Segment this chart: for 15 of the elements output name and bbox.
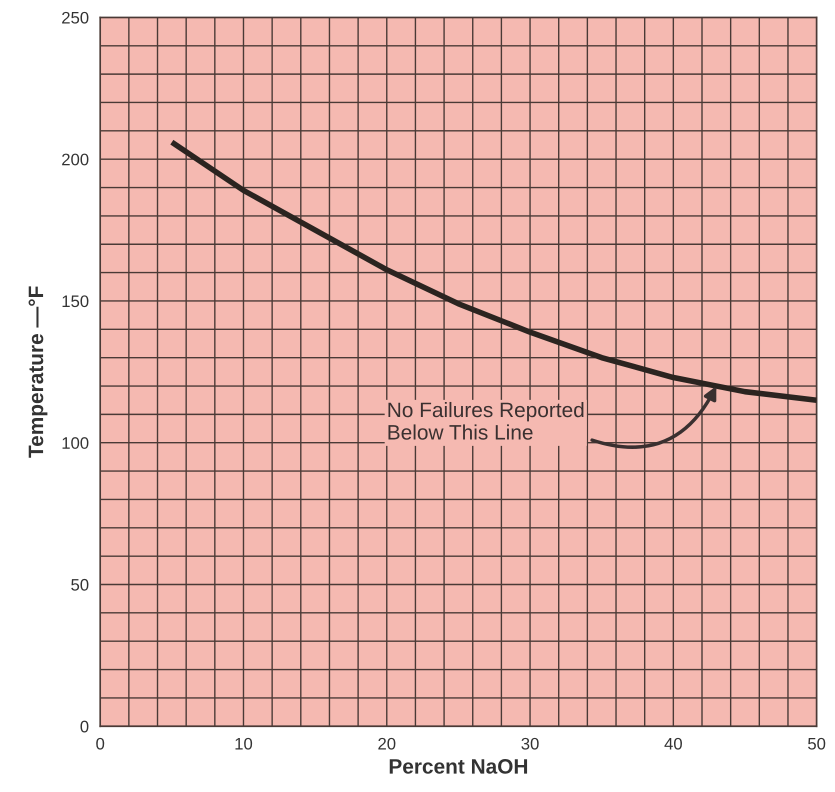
x-tick-label: 10	[235, 738, 252, 750]
x-tick-label: 0	[96, 738, 104, 750]
y-tick-label: 50	[71, 578, 88, 591]
x-axis-title: Percent NaOH	[390, 759, 528, 774]
x-tick-label: 20	[378, 738, 396, 750]
x-tick-label: 30	[521, 738, 539, 750]
y-tick-label: 100	[62, 437, 88, 449]
y-tick-label: 0	[80, 720, 88, 732]
y-tick-label: 200	[62, 154, 88, 166]
x-tick-label: 40	[664, 738, 682, 750]
x-tick-label: 50	[808, 738, 826, 750]
y-tick-label: 150	[62, 295, 88, 308]
y-tick-label: 250	[62, 12, 88, 24]
annotation: No Failures Reported Below This Line	[388, 402, 584, 440]
y-axis-title: Temperature —°F	[28, 286, 48, 458]
